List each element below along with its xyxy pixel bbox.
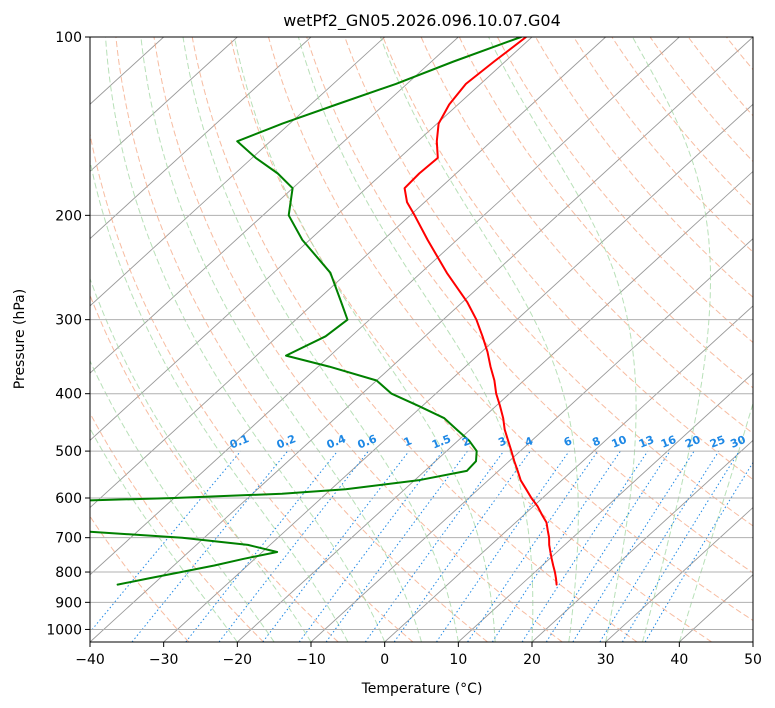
mixing-ratio-line [521, 450, 649, 642]
sounding-series [90, 37, 558, 586]
dry-adiabat-line [90, 412, 264, 642]
mixing-ratio-line [545, 450, 671, 642]
mixing-ratio-label: 2 [460, 434, 472, 449]
mixing-ratio-label: 10 [610, 433, 629, 451]
mixing-ratio-label: 3 [496, 434, 508, 449]
isotherm-line [310, 238, 753, 642]
y-tick-label: 200 [55, 208, 82, 224]
x-tick-label: −10 [296, 652, 326, 668]
x-axis-ticks: −40 −30 −20 −10 0 10 20 30 40 50 [75, 642, 762, 668]
isotherm-line [90, 37, 312, 240]
y-tick-label: 400 [55, 387, 82, 403]
y-tick-label: 300 [55, 313, 82, 329]
dry-adiabat-line [191, 37, 638, 642]
y-tick-label: 1000 [46, 622, 82, 638]
dry-adiabat-line [90, 515, 190, 642]
mixing-ratio-line [262, 450, 410, 642]
mixing-ratio-line [131, 450, 288, 642]
y-axis-ticks: 100 200 300 400 500 600 700 800 900 1000 [46, 30, 90, 638]
dry-adiabat-line [458, 37, 753, 389]
plot-frame [89, 36, 754, 643]
moist-adiabat-line [90, 277, 312, 642]
dry-adiabat-line [115, 37, 488, 642]
isotherm-line [90, 37, 533, 441]
mixing-ratio-line [393, 450, 531, 642]
y-tick-label: 900 [55, 595, 82, 611]
x-tick-label: −20 [223, 652, 253, 668]
moist-adiabat-line [380, 37, 579, 642]
mixing-ratio-line [325, 450, 468, 642]
mixing-ratio-label: 25 [708, 433, 727, 451]
x-tick-label: 20 [523, 652, 541, 668]
y-tick-label: 100 [55, 30, 82, 46]
dry-adiabat-line [268, 37, 753, 622]
dry-adiabat-line [496, 37, 753, 344]
mixing-ratio-line [90, 450, 242, 633]
mixing-ratio-line [298, 450, 444, 642]
isotherm-line [237, 170, 753, 642]
mixing-ratio-line [572, 450, 695, 642]
isotherm-line [90, 37, 385, 307]
dry-adiabat-line [153, 37, 563, 642]
mixing-ratio-label: 13 [637, 433, 656, 451]
moist-adiabat-line [297, 37, 534, 642]
dewpoint-profile-line [90, 37, 522, 586]
moist-adiabat-line [140, 37, 422, 642]
dry-adiabat-line [344, 37, 753, 527]
dry-adiabat-line [90, 293, 339, 642]
mixing-ratio-label: 20 [683, 433, 702, 451]
dry-adiabat-line [306, 37, 753, 574]
pressure-gridlines [90, 37, 753, 630]
dry-adiabat-line [765, 37, 775, 642]
moist-adiabat-line [488, 37, 637, 642]
x-tick-label: 50 [744, 652, 762, 668]
isotherm-line [605, 506, 753, 642]
mixing-ratio-line [185, 450, 338, 642]
temperature-profile-line [403, 37, 558, 586]
mixing-ratio-label: 8 [590, 434, 602, 449]
isotherm-line [90, 37, 606, 509]
moist-adiabat-line [90, 427, 238, 642]
x-tick-label: −30 [149, 652, 179, 668]
moist-adiabat-line [105, 37, 386, 642]
mixing-ratio-line [621, 450, 740, 642]
y-axis-label: Pressure (hPa) [12, 289, 28, 389]
mixing-ratio-line [467, 450, 599, 642]
mixing-ratio-label: 1 [402, 434, 414, 449]
isotherm-line [752, 641, 753, 642]
moist-adiabat-line [90, 359, 275, 642]
isotherm-line [384, 305, 753, 642]
mixing-ratio-label: 30 [728, 433, 747, 451]
x-tick-label: 40 [670, 652, 688, 668]
dry-adiabat-line [229, 37, 712, 642]
mixing-ratio-label: 16 [659, 433, 678, 451]
x-axis-label: Temperature (°C) [361, 681, 483, 697]
chart-title: wetPf2_GN05.2026.096.10.07.G04 [283, 11, 561, 31]
moist-adiabat-line [182, 37, 459, 642]
isotherm-line [90, 37, 753, 642]
isotherm-line [531, 439, 753, 642]
mixing-ratio-line [491, 450, 621, 642]
mixing-ratio-line [435, 450, 570, 642]
x-tick-label: 30 [597, 652, 615, 668]
y-tick-label: 500 [55, 444, 82, 460]
y-tick-label: 600 [55, 491, 82, 507]
isotherm-line [90, 37, 238, 173]
x-tick-label: 10 [449, 652, 467, 668]
y-tick-label: 800 [55, 565, 82, 581]
isotherm-line [90, 37, 459, 374]
mixing-ratio-line [364, 450, 505, 642]
x-tick-label: 0 [380, 652, 389, 668]
moist-adiabat-line [678, 401, 753, 642]
dry-adiabat-line [90, 131, 414, 642]
dry-adiabat-line [535, 37, 753, 298]
isotherm-line [163, 103, 753, 642]
y-tick-label: 700 [55, 531, 82, 547]
background-lines [90, 37, 775, 642]
isotherm-line [90, 37, 680, 576]
moist-adiabat-line [90, 158, 349, 642]
isotherm-line [458, 372, 753, 642]
x-tick-label: −40 [75, 652, 105, 668]
